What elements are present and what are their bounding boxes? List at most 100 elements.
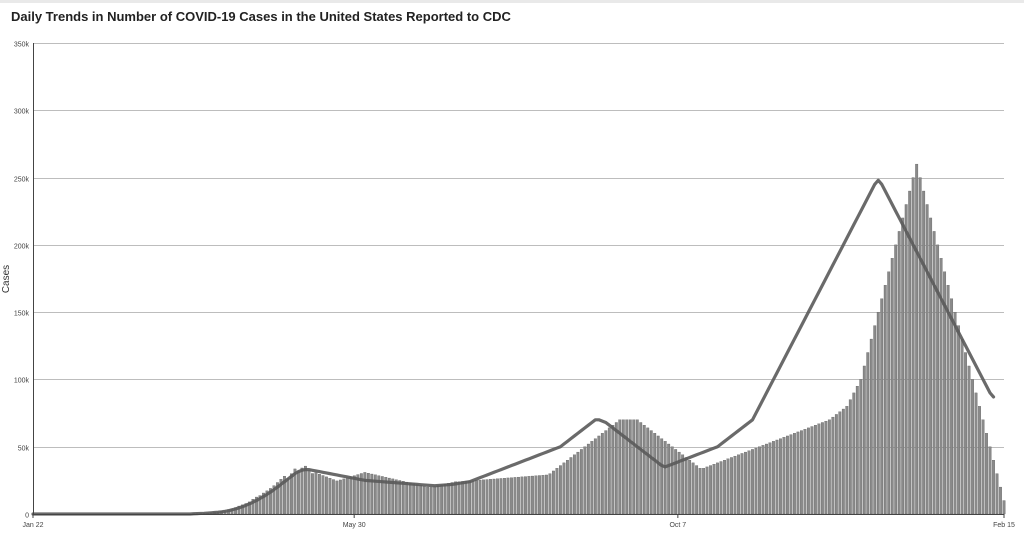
bar [719,461,723,515]
bar [838,411,842,515]
bar [461,481,465,515]
y-tick-label: 50k [18,446,30,453]
bar [314,472,318,515]
bar [307,470,311,515]
bar [600,433,604,515]
y-tick-label: 250k [14,177,30,184]
bar [635,419,639,515]
bar [541,475,545,515]
bar [607,427,611,515]
bar [964,352,967,515]
bar [813,425,817,515]
seven-day-average-line [31,178,996,516]
bar [831,416,835,515]
bar [667,443,671,515]
bar [894,244,898,515]
bar [793,433,796,515]
bar [681,454,685,515]
bar [457,481,461,515]
bar [786,435,789,515]
bar [772,441,775,515]
bar [758,446,761,515]
bar [646,427,650,515]
bar [782,437,786,515]
bar [614,422,618,515]
x-tick-label: Oct 7 [669,522,686,529]
bar [548,473,552,515]
bar [950,298,954,515]
bar [852,392,856,515]
bar [443,483,447,515]
bar [848,399,852,515]
bar [796,431,800,515]
bar [932,231,936,515]
bar [709,465,713,515]
bar [915,163,919,515]
bar [503,478,506,515]
bar [471,480,475,515]
bar [712,464,716,515]
bar [447,483,451,515]
bar [922,190,926,515]
bar [960,338,964,515]
bar [412,483,416,515]
y-tick-label: 300k [14,109,30,116]
bar [841,408,845,515]
bar [520,476,524,515]
gridlines [33,43,1004,448]
bar [698,468,702,515]
bar [845,406,849,515]
bar [398,480,402,515]
bar [586,443,590,515]
bar [345,477,349,515]
bar [904,204,908,515]
bar [803,429,807,515]
bar [590,441,594,515]
bar [489,479,492,515]
bar [552,470,555,515]
bar [730,457,733,515]
bar [653,433,657,515]
bar [890,258,894,515]
bar [401,481,405,515]
bar [873,325,877,515]
bar [971,379,974,515]
bar [751,449,754,515]
bar [597,435,601,515]
bar [810,426,814,515]
bar [545,474,548,515]
bar [311,473,314,515]
bar [625,419,629,515]
bar [953,311,957,515]
bar [642,425,646,515]
bar [639,422,643,515]
bar [422,485,426,515]
bar [705,466,709,515]
bar [496,478,499,515]
bar [290,473,293,515]
bar [929,217,933,515]
bar [855,386,859,515]
bar [538,475,541,515]
bar [862,365,866,515]
bar [506,477,510,515]
bar [611,425,615,515]
bar [691,462,695,515]
bar [510,477,513,515]
bar [883,285,887,515]
bar [674,449,678,515]
bar [450,482,454,515]
bar [485,479,489,515]
bar [761,445,765,515]
bar [800,430,803,515]
bar [1002,500,1006,515]
bar [925,204,929,515]
bar [419,485,423,515]
bar [702,468,706,515]
x-tick-label: May 30 [343,522,366,529]
bar [985,433,988,515]
bar [723,460,726,515]
bar [559,465,562,515]
bar [492,478,496,515]
bar [880,298,884,515]
